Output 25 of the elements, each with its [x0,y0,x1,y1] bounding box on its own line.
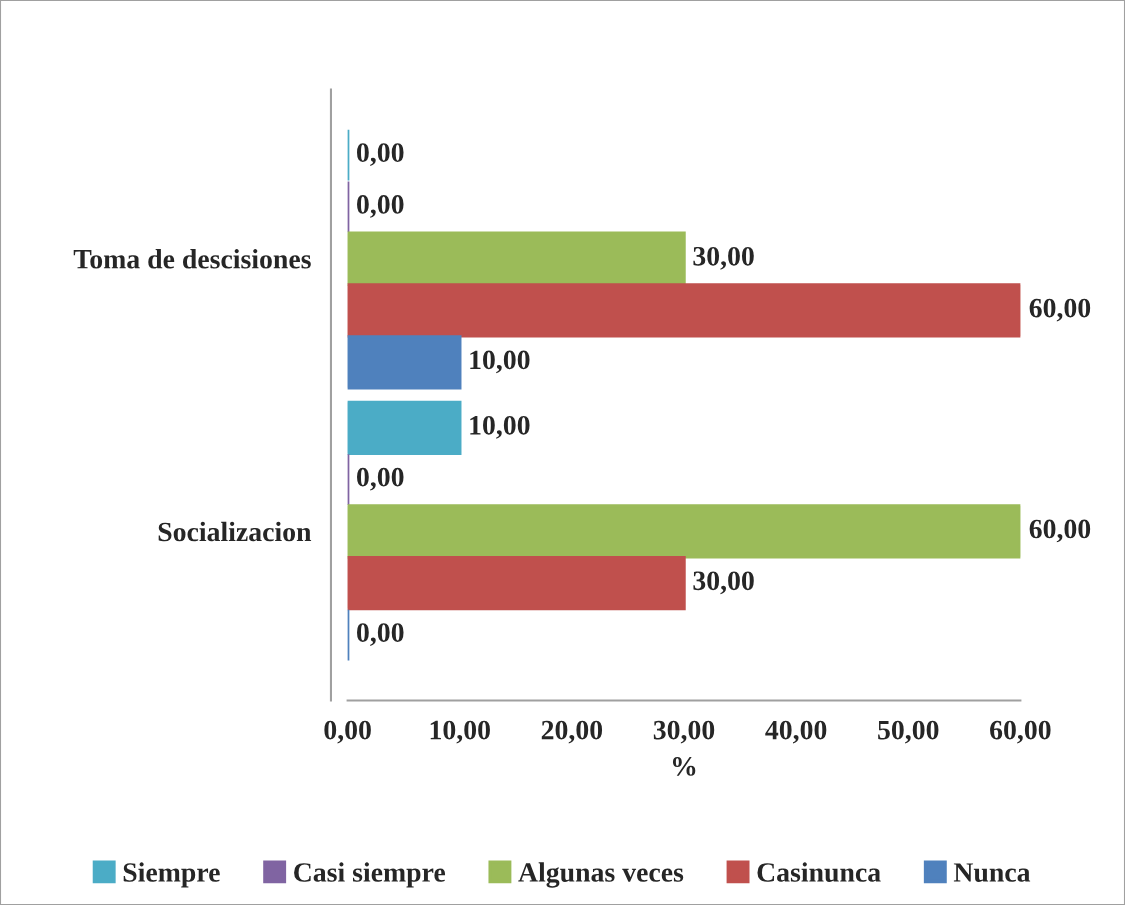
data-label: 10,00 [470,415,530,439]
x-tick-label: 30,00 [653,720,715,744]
x-tick-label: 0,00 [324,720,371,744]
y-tick-label: Socializacion [158,521,312,542]
x-axis-title: % [672,757,696,776]
legend-label: Casi siempre [294,862,446,888]
data-label: 60,00 [1029,298,1091,322]
legend-label: Casinunca [757,862,881,882]
legend-label: Algunas veces [518,862,684,888]
data-label: 30,00 [693,571,754,595]
legend-label: Siempre [123,862,220,888]
data-label: 0,00 [357,467,404,491]
data-label: 0,00 [357,195,404,218]
legend-label: Nunca [953,863,1031,882]
x-tick-label: 60,00 [990,720,1051,744]
data-label: 0,00 [357,623,404,646]
x-tick-label: 20,00 [541,720,603,744]
x-tick-label: 10,00 [430,720,490,744]
data-label: 60,00 [1029,519,1091,543]
x-tick-label: 40,00 [765,720,827,744]
y-tick-label: Toma de descisiones [73,249,311,269]
x-tick-label: 50,00 [878,720,939,744]
data-label: 0,00 [357,143,404,167]
data-label: 10,00 [470,350,530,374]
data-label: 30,00 [693,246,754,270]
